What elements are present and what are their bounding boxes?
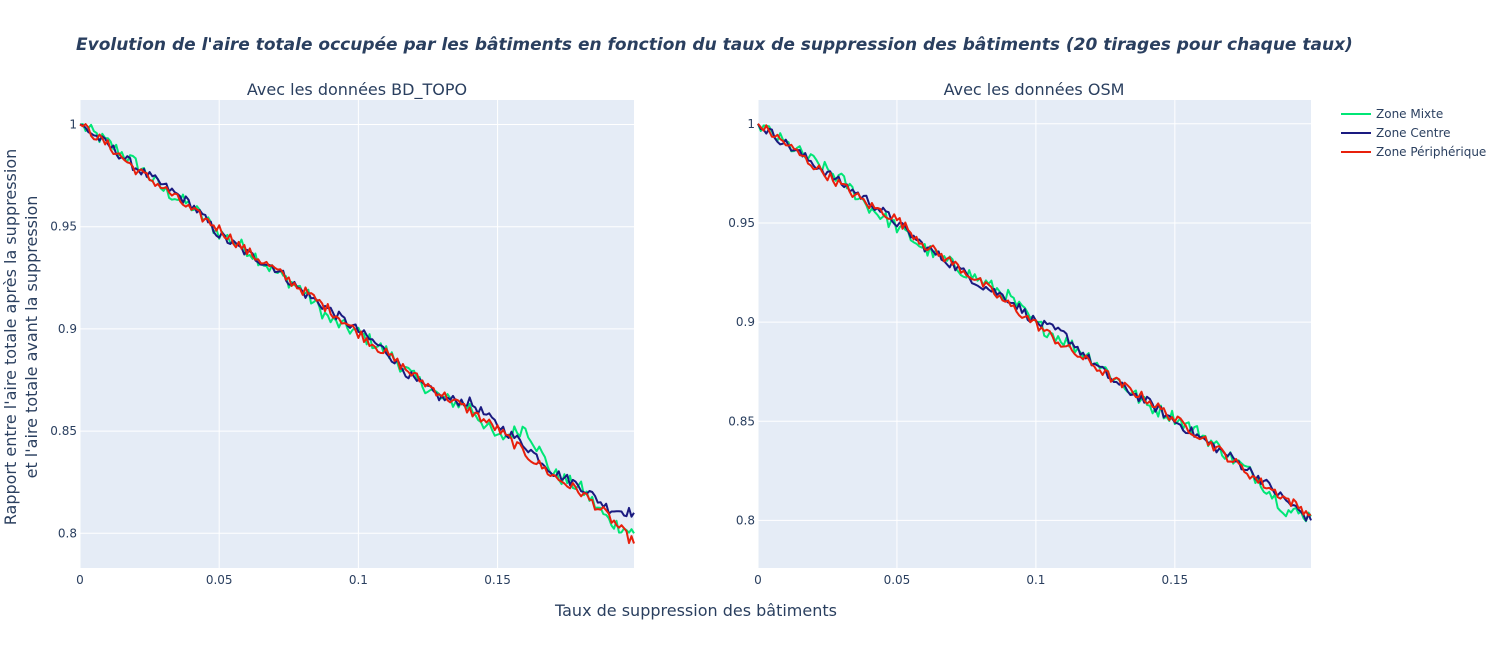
y-tick-label: 1	[69, 118, 77, 132]
gridlines-osm	[757, 100, 1311, 568]
y-tick-label: 0.8	[736, 513, 755, 527]
y-tick-label: 0.9	[736, 315, 755, 329]
y-axis-title-line2: et l'aire totale avant la suppression	[22, 196, 41, 479]
subtitle-osm: Avec les données OSM	[944, 80, 1125, 99]
x-tick-label: 0	[754, 573, 762, 587]
subtitle-bd-topo: Avec les données BD_TOPO	[247, 80, 467, 100]
y-tick-label: 0.8	[58, 526, 77, 540]
series-line-zone-peripherique-avec-les-donnees-bd-topo[interactable]	[79, 123, 635, 545]
x-tick-label: 0.1	[1026, 573, 1045, 587]
series-lines-osm	[757, 123, 1312, 523]
chart-title: Evolution de l'aire totale occupée par l…	[76, 35, 1353, 55]
x-tick-label: 0.1	[349, 573, 368, 587]
legend-label-mixte[interactable]: Zone Mixte	[1376, 107, 1443, 121]
y-tick-label: 1	[747, 117, 755, 131]
x-tick-label: 0	[76, 573, 84, 587]
series-line-zone-peripherique-avec-les-donnees-osm[interactable]	[757, 123, 1312, 517]
gridlines-bd-topo	[79, 100, 634, 568]
y-tick-label: 0.85	[728, 414, 755, 428]
x-tick-label: 0.15	[484, 573, 511, 587]
legend-label-peripherique[interactable]: Zone Périphérique	[1376, 145, 1486, 159]
x-tick-label: 0.15	[1161, 573, 1188, 587]
x-axis-title: Taux de suppression des bâtiments	[554, 601, 837, 620]
y-tick-label: 0.95	[50, 220, 77, 234]
series-line-zone-mixte-avec-les-donnees-bd-topo[interactable]	[79, 123, 635, 534]
y-tick-label: 0.95	[728, 216, 755, 230]
series-line-zone-centre-avec-les-donnees-bd-topo[interactable]	[79, 123, 635, 518]
legend: Zone Mixte Zone Centre Zone Périphérique	[1341, 107, 1486, 159]
y-axis-title-line1: Rapport entre l'aire totale après la sup…	[1, 149, 20, 525]
plot-area-osm	[758, 100, 1311, 568]
series-lines-bd-topo	[79, 123, 635, 545]
panel-bd-topo: 0 0.05 0.1 0.15 0.8 0.85 0.9 0.95 1 Avec les don…	[50, 80, 635, 587]
y-tick-label: 0.9	[58, 322, 77, 336]
y-tick-label: 0.85	[50, 424, 77, 438]
panel-osm: 0 0.05 0.1 0.15 0.8 0.85 0.9 0.95 1 Avec les don…	[728, 80, 1312, 587]
y-axis-title: Rapport entre l'aire totale après la sup…	[1, 149, 41, 525]
tick-labels-osm: 0 0.05 0.1 0.15 0.8 0.85 0.9 0.95 1	[728, 117, 1188, 587]
x-tick-label: 0.05	[884, 573, 911, 587]
tick-labels-bd-topo: 0 0.05 0.1 0.15 0.8 0.85 0.9 0.95 1	[50, 118, 511, 587]
x-tick-label: 0.05	[206, 573, 233, 587]
legend-label-centre[interactable]: Zone Centre	[1376, 126, 1451, 140]
